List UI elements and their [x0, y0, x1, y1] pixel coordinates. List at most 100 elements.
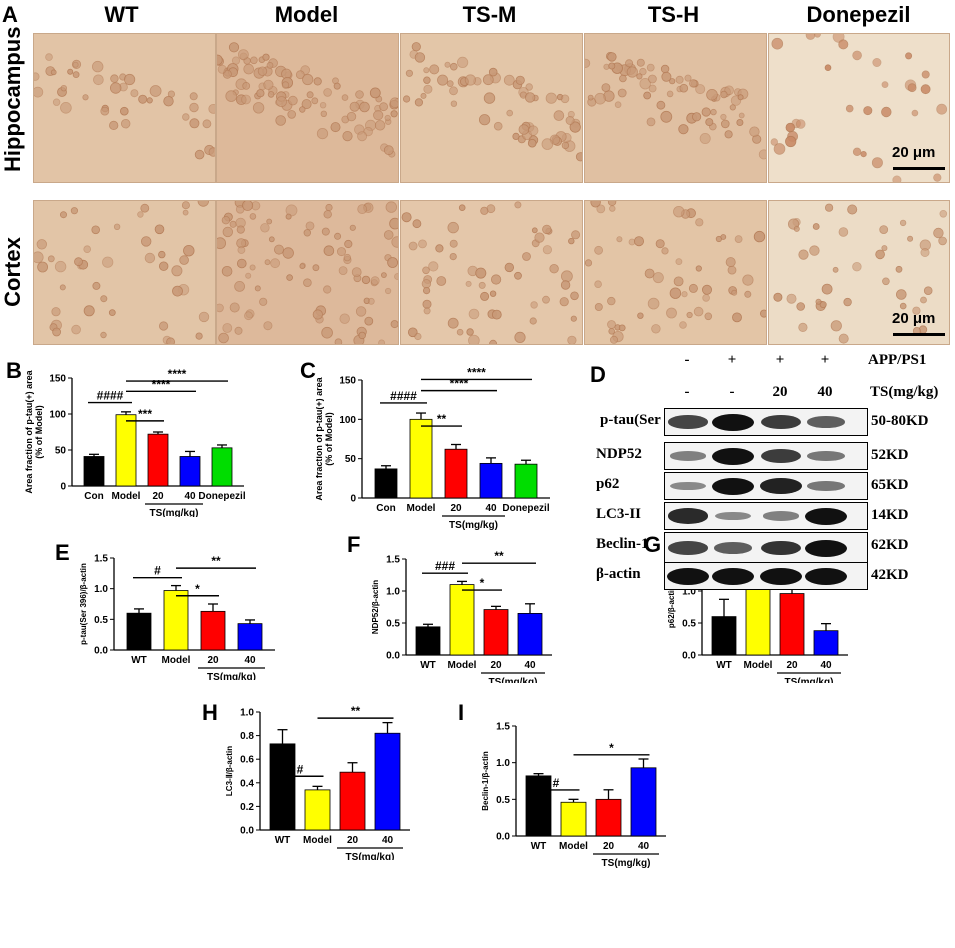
y-axis-label: p62/β-actin: [667, 586, 676, 628]
bar-wt: [126, 612, 152, 651]
x-tick-label: 20: [347, 835, 359, 846]
y-axis-label-unit: (% of Model): [324, 412, 334, 466]
significance-label: ###: [435, 559, 455, 573]
group-label: TS(mg/kg): [449, 520, 498, 531]
x-tick-label: Model: [744, 660, 773, 671]
x-tick-label: Donepezil: [198, 491, 245, 502]
panel-i-letter: I: [458, 700, 465, 725]
x-tick-label: Con: [84, 491, 103, 502]
significance-label: *: [480, 576, 485, 590]
bar-40: [237, 623, 263, 651]
bar-con: [374, 468, 398, 499]
group-label: TS(mg/kg): [602, 858, 651, 868]
significance-label: ****: [467, 365, 486, 379]
y-tick-label: 0.8: [240, 731, 254, 742]
bar-20: [779, 593, 805, 656]
panel-b-letter: B: [6, 358, 22, 383]
y-tick-label: 0: [60, 482, 66, 493]
y-axis-label: Area fraction of p-tau(+) area: [316, 376, 324, 500]
ts-label: TS(mg/kg): [870, 384, 939, 400]
x-tick-label: 40: [382, 835, 394, 846]
significance-label: #: [297, 762, 304, 776]
chart-i: 0.0 0.5 1.0 1.5 Beclin-1/β-actin WT Model 20 40 T…: [481, 722, 666, 868]
y-tick-label: 150: [339, 376, 356, 387]
significance-label: ***: [138, 407, 152, 421]
y-tick-label: 0.6: [240, 755, 254, 766]
x-tick-label: 40: [184, 491, 196, 502]
micrograph-cortex-wt: [33, 200, 216, 345]
significance-label: ####: [97, 389, 124, 403]
x-tick-label: 40: [638, 841, 650, 852]
y-tick-label: 150: [49, 374, 66, 385]
significance-label: **: [351, 704, 361, 718]
x-tick-label: WT: [420, 660, 436, 671]
row-label-cortex: Cortex: [0, 237, 25, 307]
blot-row: [664, 532, 868, 564]
panel-e-letter: E: [55, 540, 70, 565]
app-sign: +: [775, 352, 785, 368]
bar-wt: [711, 616, 737, 656]
column-label-ts-h: TS-H: [647, 2, 700, 27]
y-tick-label: 0.5: [386, 619, 400, 630]
x-tick-label: 20: [450, 503, 462, 514]
blot-row: [664, 472, 868, 500]
y-tick-label: 0: [350, 494, 356, 505]
blot-band: [807, 481, 845, 491]
blot-band: [669, 481, 707, 491]
molecular-weight: 62KD: [871, 537, 909, 553]
y-tick-label: 0.0: [94, 646, 108, 657]
bar-20: [147, 433, 169, 487]
ts-value: -: [729, 384, 735, 400]
x-tick-label: 40: [485, 503, 497, 514]
blot-band: [807, 451, 845, 461]
bar-20: [200, 610, 226, 651]
micrograph-cortex-ts-m: [400, 200, 583, 345]
panel-g-letter: G: [644, 532, 662, 557]
bar-model: [449, 584, 475, 656]
bar-model: [163, 590, 189, 651]
bar-donepezil: [514, 463, 538, 499]
bar-20: [339, 771, 366, 831]
y-tick-label: 1.0: [94, 584, 108, 595]
blot-band: [761, 449, 801, 463]
x-tick-label: Model: [407, 503, 436, 514]
scale-bar-hippocampus: [893, 167, 945, 170]
group-label: TS(mg/kg): [150, 508, 199, 517]
blot-row: [664, 442, 868, 470]
blot-band: [712, 413, 754, 431]
bar-40: [630, 767, 657, 837]
micrograph-cortex-ts-h: [584, 200, 767, 345]
x-tick-label: Model: [303, 835, 332, 846]
significance-label: **: [494, 549, 504, 563]
bar-20: [595, 798, 622, 837]
x-tick-label: Model: [162, 655, 191, 666]
blot-band: [712, 567, 754, 585]
scale-label-cortex: 20 μm: [892, 310, 936, 327]
x-tick-label: 40: [820, 660, 832, 671]
bar-model: [560, 801, 587, 837]
molecular-weight: 42KD: [871, 567, 909, 583]
y-axis-label: Area fraction of p-tau(+) area: [24, 369, 34, 493]
bar-40: [374, 732, 401, 831]
y-tick-label: 0.4: [240, 778, 254, 789]
blot-row: [664, 502, 868, 530]
column-label-ts-m: TS-M: [462, 2, 517, 27]
x-tick-label: 40: [244, 655, 256, 666]
column-label-wt: WT: [104, 2, 139, 27]
x-tick-label: 20: [207, 655, 219, 666]
x-tick-label: 20: [152, 491, 164, 502]
x-tick-label: 20: [786, 660, 798, 671]
chart-h: 0.0 0.2 0.4 0.6 0.8 1.0 LC3-Ⅱ/β-actin WT Model 20…: [225, 704, 410, 860]
blot-band: [667, 567, 709, 585]
app-sign: -: [684, 352, 690, 368]
chart-f: 0.0 0.5 1.0 1.5 NDP52/β-actin WT Model 20 40 TS(m…: [371, 549, 552, 683]
y-tick-label: 0.0: [682, 651, 696, 662]
bar-model: [409, 418, 433, 499]
protein-label: Beclin-1: [596, 536, 649, 552]
significance-label: *: [195, 582, 200, 596]
x-tick-label: 20: [490, 660, 502, 671]
x-tick-label: Model: [448, 660, 477, 671]
scale-bar-cortex: [893, 333, 945, 336]
blot-band: [760, 478, 802, 494]
bar-donepezil: [211, 447, 233, 487]
